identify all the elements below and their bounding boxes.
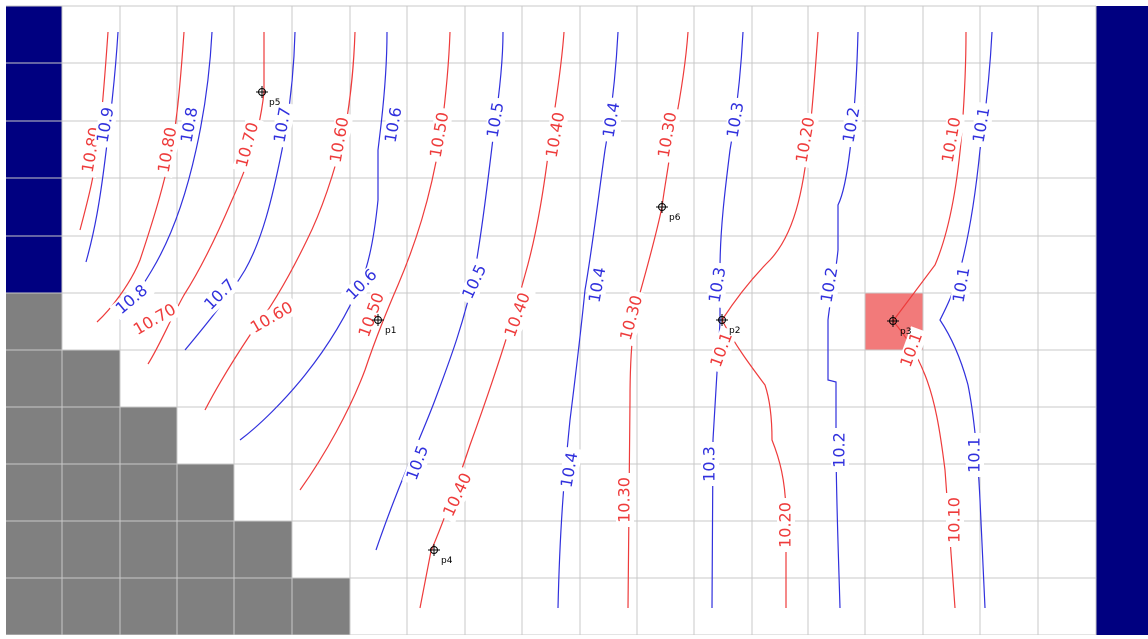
contour-label-background (244, 296, 300, 340)
point-label: p6 (669, 213, 681, 223)
survey-point-p3[interactable]: p3 (887, 315, 911, 337)
contour-label-background (616, 473, 634, 527)
contour-label-background (326, 111, 354, 169)
point-label: p1 (385, 326, 396, 336)
contour-label-background (340, 263, 384, 307)
contour-label-background (270, 101, 296, 149)
contour-label-background (198, 273, 242, 317)
contour-label-background (426, 106, 454, 164)
contour-label-background (839, 101, 865, 149)
contour-label: 10.30 (615, 477, 634, 523)
contour-label: 10.20 (776, 502, 795, 548)
contour-label-background (127, 298, 183, 342)
left-navy-block (6, 6, 62, 293)
survey-point-p6[interactable]: p6 (656, 201, 681, 223)
survey-point-p4[interactable]: p4 (428, 544, 453, 566)
contour-label-background (585, 261, 611, 309)
contour-label: 10.1 (965, 437, 984, 473)
point-label: p2 (729, 326, 740, 336)
contour-label-background (723, 96, 749, 144)
point-label: p4 (441, 556, 453, 566)
contour-label-background (706, 326, 738, 374)
contour-label-background (817, 261, 843, 309)
contour-label-background (381, 101, 407, 149)
contour-label-background (177, 101, 203, 149)
contour-label-background (354, 286, 390, 344)
contour-label-background (792, 111, 820, 169)
contour-label-background (542, 106, 570, 164)
point-label: p3 (900, 327, 911, 337)
contour-label-background (457, 258, 493, 306)
right-navy-block (1096, 6, 1148, 635)
contour-label-background (705, 261, 731, 309)
red-contour-line (96, 31, 185, 323)
contour-label-background (93, 101, 119, 149)
contour-label-background (402, 439, 434, 487)
contour-label: 10.2 (830, 432, 849, 468)
contour-label-background (438, 466, 478, 524)
contour-label-background (232, 116, 264, 174)
contour-label-background (654, 106, 682, 164)
contour-label-background (701, 442, 719, 486)
contour-label-background (938, 111, 966, 169)
contour-label-background (500, 286, 536, 344)
contour-label-background (777, 498, 795, 552)
contour-label-background (109, 278, 155, 322)
contour-label-background (969, 101, 995, 149)
contour-label-background (949, 261, 975, 309)
contour-label-background (946, 493, 964, 547)
blue-contour-line (85, 31, 119, 263)
contour-label-background (616, 289, 648, 347)
contour-label-background (154, 121, 182, 179)
survey-point-p1[interactable]: p1 (372, 314, 396, 336)
red-contour-line (299, 31, 451, 491)
contour-label: 10.3 (700, 446, 719, 482)
blue-contour-line (711, 31, 744, 609)
point-label: p5 (269, 98, 280, 108)
survey-points: p1 p2 p3 p4 p5 p6 (256, 86, 911, 566)
survey-point-p5[interactable]: p5 (256, 86, 280, 108)
contour-label-background (831, 428, 849, 472)
contour-label-background (966, 433, 984, 477)
contour-label-background (896, 326, 928, 374)
survey-point-p2[interactable]: p2 (716, 314, 740, 336)
contour-label-background (599, 96, 625, 144)
contour-label-background (483, 96, 509, 144)
contour-label: 10.10 (945, 497, 964, 543)
red-contour-line (204, 31, 356, 411)
contour-label-background (557, 446, 583, 494)
